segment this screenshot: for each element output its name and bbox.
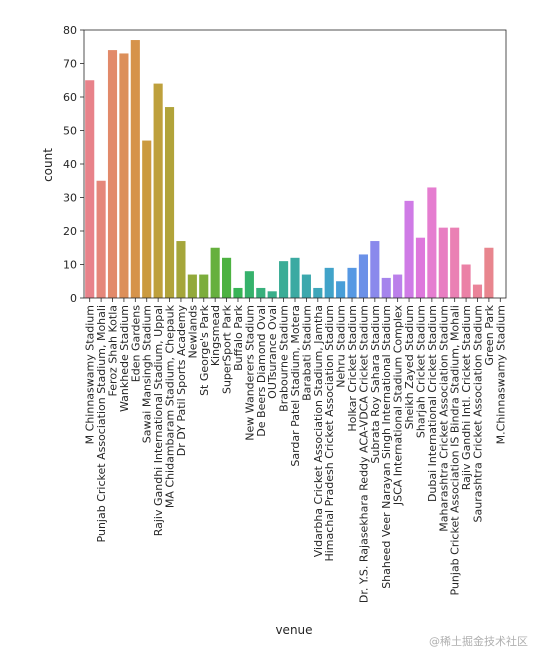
- bar: [187, 274, 197, 298]
- bar: [290, 257, 300, 298]
- bar: [119, 53, 129, 299]
- bar: [393, 274, 403, 298]
- bar: [267, 291, 277, 298]
- y-tick-label: 20: [63, 225, 77, 238]
- y-tick-label: 0: [70, 292, 77, 305]
- x-tick-label: Kingsmead: [209, 305, 222, 366]
- bar: [347, 267, 357, 298]
- x-tick-label: Green Park: [483, 304, 496, 365]
- bar-series: [85, 40, 494, 299]
- y-tick-label: 30: [63, 192, 77, 205]
- x-tick-label: Punjab Cricket Association IS Bindra Sta…: [449, 305, 462, 596]
- bar: [199, 274, 209, 298]
- x-tick-label: Sharjah Cricket Stadium: [414, 305, 427, 438]
- y-tick-label: 10: [63, 259, 77, 272]
- bar: [130, 40, 140, 299]
- bar: [233, 287, 243, 298]
- y-tick-label: 50: [63, 125, 77, 138]
- x-axis-title: venue: [275, 623, 312, 637]
- x-tick-label: Rajiv Gandhi International Stadium, Uppa…: [152, 305, 165, 536]
- x-tick-label: Wankhede Stadium: [118, 305, 131, 412]
- x-tick-label: M Chinnaswamy Stadium: [84, 305, 97, 444]
- bar: [279, 261, 289, 298]
- y-tick-label: 70: [63, 58, 77, 71]
- bar: [256, 287, 266, 298]
- plot-frame: [83, 29, 507, 299]
- bar: [222, 257, 232, 298]
- x-tick-label: JSCA International Stadium Complex: [392, 305, 405, 507]
- bar: [381, 277, 391, 298]
- x-tick-label: Punjab Cricket Association Stadium, Moha…: [95, 305, 108, 542]
- bar: [358, 254, 368, 298]
- x-tick-label: Subrata Roy Sahara Stadium: [369, 305, 382, 464]
- bar: [336, 281, 346, 298]
- x-tick-label: Barabati Stadium: [300, 305, 313, 401]
- x-tick-label: Nehru Stadium: [335, 305, 348, 388]
- x-tick-label: Buffalo Park: [232, 304, 245, 371]
- bar: [404, 200, 414, 298]
- x-tick-label: Sheikh Zayed Stadium: [403, 305, 416, 429]
- x-tick-label: Shaheed Veer Narayan Singh International…: [380, 305, 393, 589]
- x-tick-label: Saurashtra Cricket Association Stadium: [471, 305, 484, 523]
- x-tick-label: Sardar Patel Stadium, Motera: [289, 305, 302, 467]
- x-tick-label: Feroz Shah Kotla: [107, 305, 120, 396]
- y-axis-title: count: [41, 148, 55, 182]
- bar: [142, 140, 152, 298]
- y-axis: 0 10 20 30 40 50 60 70 80: [63, 24, 84, 305]
- bar: [461, 264, 471, 298]
- watermark-text: @稀土掘金技术社区: [429, 635, 528, 648]
- x-tick-label: St George's Park: [198, 304, 211, 396]
- y-tick-label: 40: [63, 158, 77, 171]
- x-tick-label: De Beers Diamond Oval: [255, 305, 268, 437]
- x-tick-label: SuperSport Park: [221, 304, 234, 394]
- bar: [164, 107, 175, 298]
- x-tick-label: Dr. Y.S. Rajasekhara Reddy ACA-VDCA Cric…: [357, 305, 370, 603]
- bar: [450, 227, 460, 298]
- x-tick-label: Vidarbha Cricket Association Stadium, Ja…: [312, 305, 325, 557]
- x-tick-label: Newlands: [186, 305, 199, 359]
- bar: [370, 241, 380, 298]
- bar: [472, 284, 483, 298]
- x-tick-label: Dr DY Patil Sports Academy: [175, 305, 188, 457]
- x-tick-label: New Wanderers Stadium: [243, 305, 256, 441]
- x-tick-label: Brabourne Stadium: [278, 305, 291, 412]
- bar: [484, 247, 494, 298]
- y-tick-label: 60: [63, 91, 77, 104]
- bar: [107, 50, 118, 298]
- x-tick-label: Eden Gardens: [129, 305, 142, 382]
- x-tick-label: Maharashtra Cricket Association Stadium: [437, 305, 450, 532]
- bar: [244, 271, 254, 298]
- x-tick-label: OUTsurance Oval: [266, 305, 279, 399]
- x-tick-label: M.Chinnaswamy Stadium: [494, 305, 507, 444]
- y-tick-label: 80: [63, 24, 77, 37]
- x-tick-label: MA Chidambaram Stadium, Chepauk: [164, 304, 177, 508]
- x-tick-label: Holkar Cricket Stadium: [346, 305, 359, 432]
- bar: [324, 267, 334, 298]
- bar: [313, 287, 323, 298]
- x-tick-label: Dubai International Cricket Stadium: [426, 305, 439, 502]
- bar: [438, 227, 448, 298]
- bar: [85, 80, 95, 298]
- x-tick-label: Sawai Mansingh Stadium: [141, 305, 154, 443]
- bar: [176, 241, 186, 298]
- bar: [427, 187, 437, 298]
- bar: [153, 83, 163, 298]
- bar: [210, 247, 220, 298]
- x-tick-label: Rajiv Gandhi Intl. Cricket Stadium: [460, 305, 473, 490]
- bar: [301, 274, 311, 298]
- bar: [415, 237, 426, 298]
- bar: [96, 180, 106, 298]
- x-tick-label: Himachal Pradesh Cricket Association Sta…: [323, 305, 336, 562]
